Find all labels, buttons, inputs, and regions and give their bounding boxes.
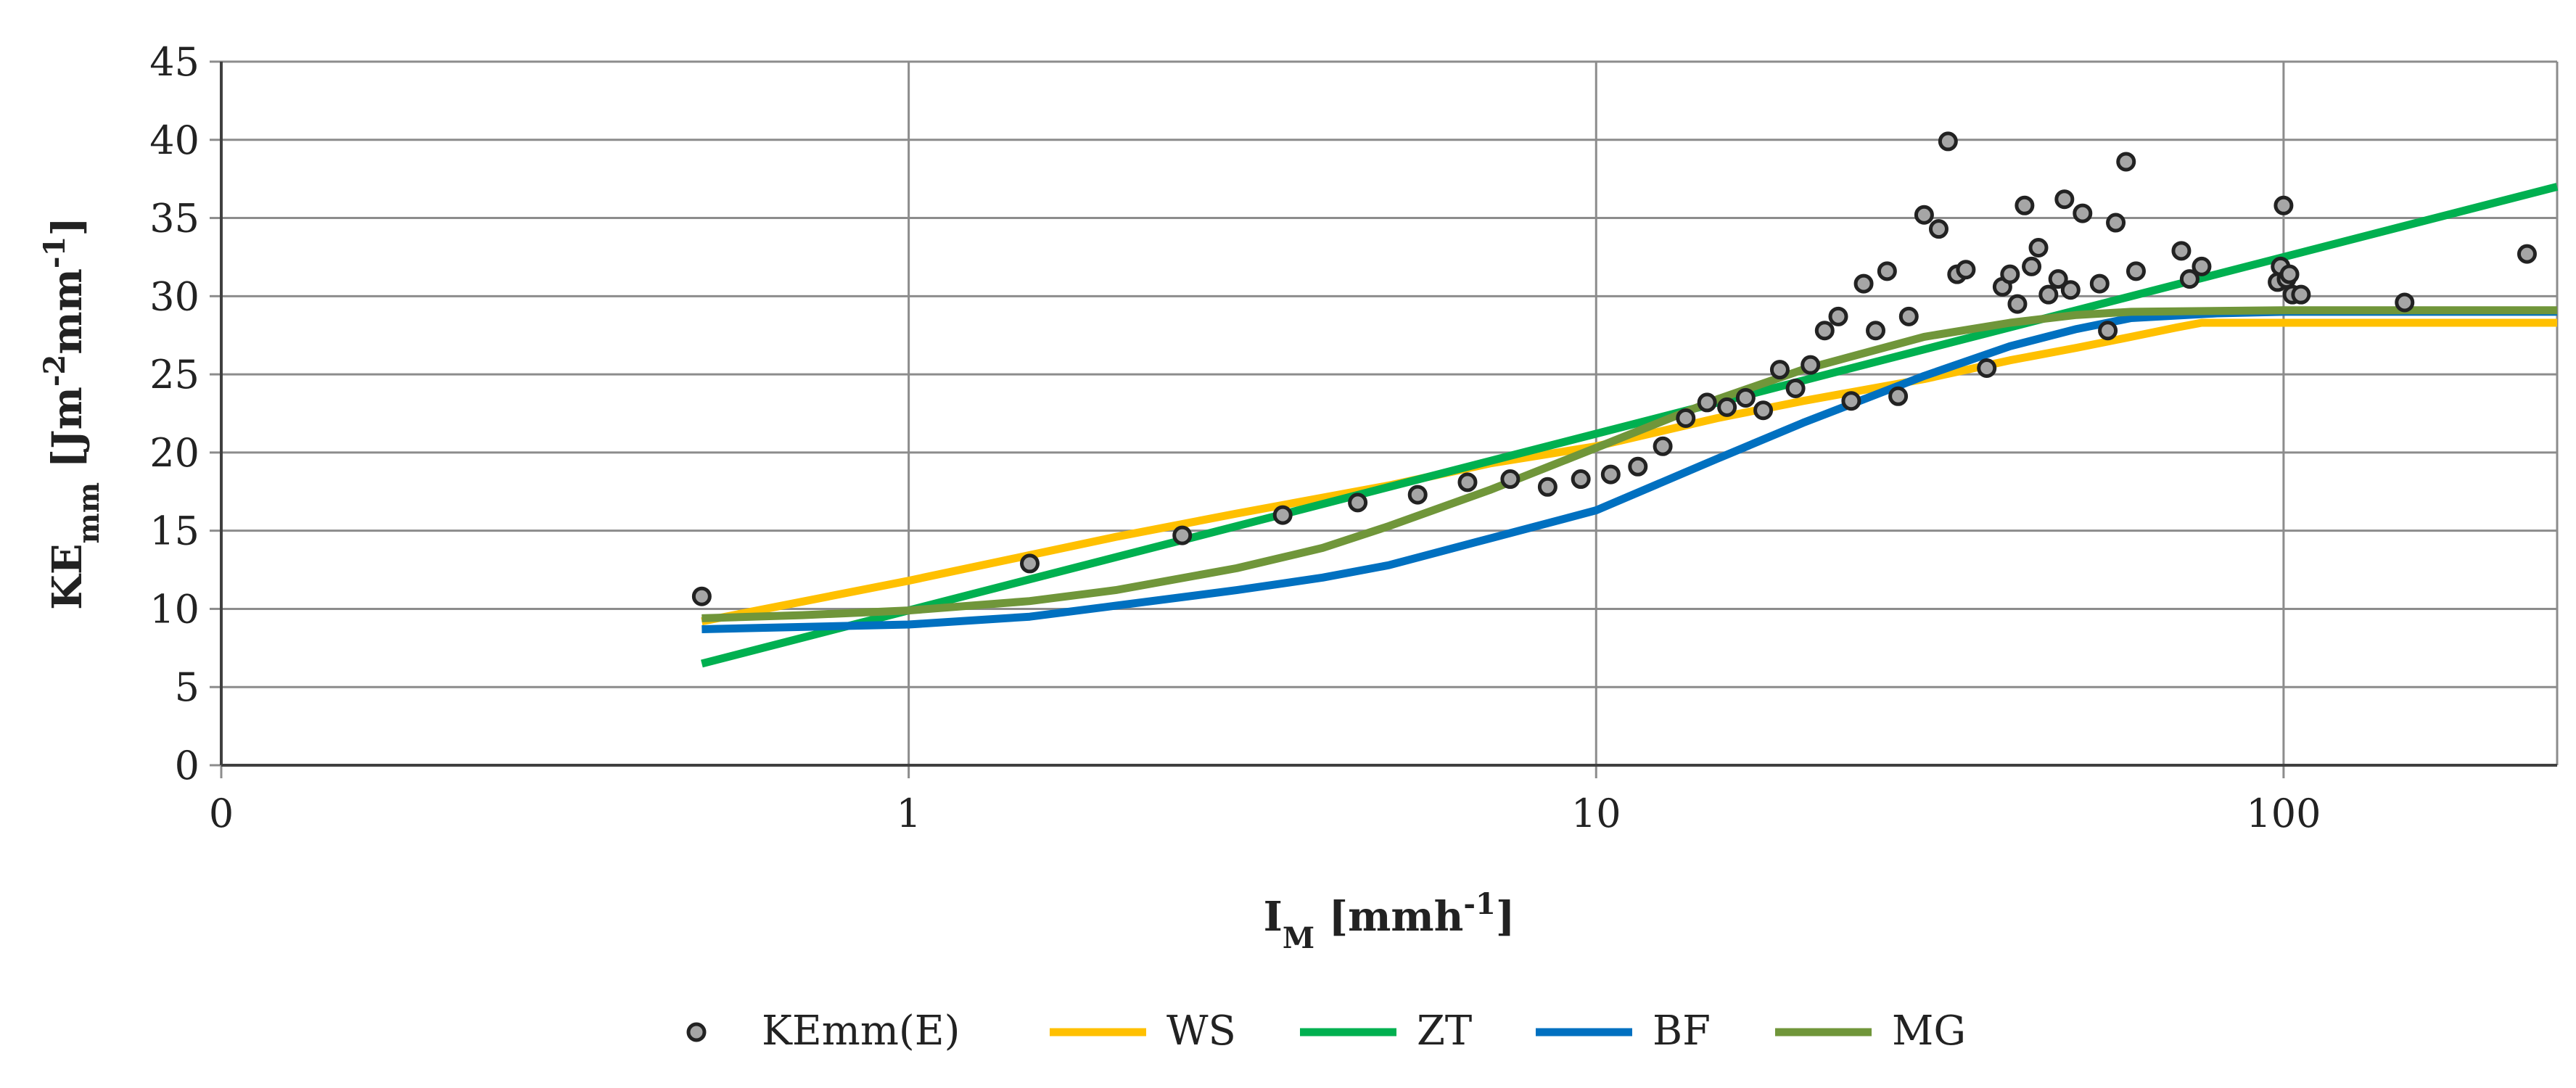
data-point bbox=[2179, 269, 2200, 289]
data-point bbox=[1853, 273, 1874, 294]
series-lines bbox=[701, 183, 2559, 668]
series-line-ws bbox=[701, 318, 2557, 626]
y-tick-label: 45 bbox=[149, 39, 199, 85]
data-point bbox=[1653, 436, 1673, 456]
tick-labels: 0 5 10 15 20 25 30 35 40 45 0 1 10 100 bbox=[149, 39, 2321, 836]
x-axis-title: IM [mmh-1] bbox=[1264, 887, 1515, 955]
data-point bbox=[1877, 261, 1897, 281]
legend-label-zt: ZT bbox=[1417, 1007, 1472, 1055]
data-point bbox=[1407, 485, 1428, 505]
data-point bbox=[1785, 379, 1806, 399]
y-tick-label: 15 bbox=[149, 508, 199, 554]
data-point bbox=[1020, 553, 1040, 574]
data-point bbox=[1888, 386, 1909, 406]
grid-lines bbox=[221, 60, 2559, 765]
data-point bbox=[1735, 387, 1756, 408]
data-point bbox=[1571, 469, 1591, 490]
data-point bbox=[1928, 219, 1949, 239]
data-point bbox=[2007, 294, 2028, 314]
data-point bbox=[2089, 273, 2110, 294]
legend: KEmm(E) WS ZT BF MG bbox=[686, 1007, 1966, 1055]
legend-label-ws: WS bbox=[1166, 1007, 1236, 1055]
y-tick-label: 20 bbox=[149, 430, 199, 476]
data-point bbox=[1866, 321, 1886, 341]
data-point bbox=[1600, 464, 1621, 485]
y-axis-title: KEmm [Jm-2mm-1] bbox=[38, 217, 106, 610]
data-point bbox=[1956, 260, 1976, 280]
data-point bbox=[2015, 195, 2035, 215]
x-tick-label: 100 bbox=[2246, 791, 2321, 836]
data-point bbox=[2073, 203, 2093, 223]
data-point bbox=[2060, 280, 2081, 300]
data-point bbox=[1841, 391, 1861, 411]
data-point bbox=[2028, 238, 2049, 258]
data-point bbox=[1828, 306, 1848, 326]
y-tick-label: 30 bbox=[149, 273, 199, 319]
data-point bbox=[2126, 261, 2146, 281]
data-point bbox=[1676, 408, 1696, 428]
y-tick-label: 35 bbox=[149, 196, 199, 242]
data-point bbox=[1753, 400, 1774, 421]
data-point bbox=[2517, 244, 2537, 264]
data-point bbox=[1977, 358, 1997, 378]
data-point bbox=[2098, 321, 2118, 341]
series-line-zt bbox=[701, 183, 2559, 668]
legend-label-mg: MG bbox=[1892, 1007, 1966, 1055]
x-tick-label: 1 bbox=[896, 791, 921, 836]
data-point bbox=[1717, 397, 1737, 417]
legend-label-bf: BF bbox=[1653, 1007, 1711, 1055]
data-point bbox=[1628, 456, 1648, 477]
x-tick-label: 0 bbox=[209, 791, 234, 836]
y-tick-label: 40 bbox=[149, 118, 199, 163]
data-point bbox=[2000, 264, 2020, 284]
y-tick-label: 25 bbox=[149, 352, 199, 397]
data-point bbox=[1348, 493, 1368, 513]
data-point bbox=[2192, 256, 2212, 276]
data-point bbox=[1801, 355, 1821, 375]
data-point bbox=[2054, 189, 2075, 210]
data-point bbox=[2106, 213, 2126, 233]
data-point bbox=[1769, 360, 1790, 380]
series-line-bf bbox=[701, 308, 2557, 633]
data-point bbox=[691, 586, 712, 606]
y-tick-label: 0 bbox=[175, 743, 199, 788]
scatter-points bbox=[691, 131, 2537, 606]
data-point bbox=[2291, 284, 2311, 305]
legend-marker-kemm-e bbox=[686, 1022, 707, 1042]
legend-label-kemm-e: KEmm(E) bbox=[762, 1007, 960, 1055]
data-point bbox=[1898, 306, 1919, 326]
data-point bbox=[2395, 292, 2415, 313]
data-point bbox=[1272, 505, 1293, 525]
y-tick-label: 10 bbox=[149, 586, 199, 632]
data-point bbox=[2022, 256, 2042, 276]
data-point bbox=[1697, 392, 1717, 413]
data-point bbox=[2171, 241, 2192, 261]
series-line-mg bbox=[701, 306, 2557, 622]
data-point bbox=[1172, 525, 1193, 545]
data-point bbox=[1938, 131, 1958, 152]
data-point bbox=[2279, 264, 2300, 284]
data-point bbox=[1914, 205, 1934, 225]
x-tick-label: 10 bbox=[1571, 791, 1621, 836]
data-point bbox=[1537, 477, 1557, 497]
y-tick-label: 5 bbox=[175, 664, 199, 710]
data-point bbox=[1500, 469, 1521, 490]
data-point bbox=[2048, 269, 2068, 289]
axes bbox=[210, 60, 2557, 778]
data-point bbox=[1457, 472, 1478, 493]
data-point bbox=[2273, 195, 2294, 215]
data-point bbox=[2038, 284, 2059, 305]
data-point bbox=[1814, 321, 1835, 341]
data-point bbox=[2116, 152, 2136, 172]
